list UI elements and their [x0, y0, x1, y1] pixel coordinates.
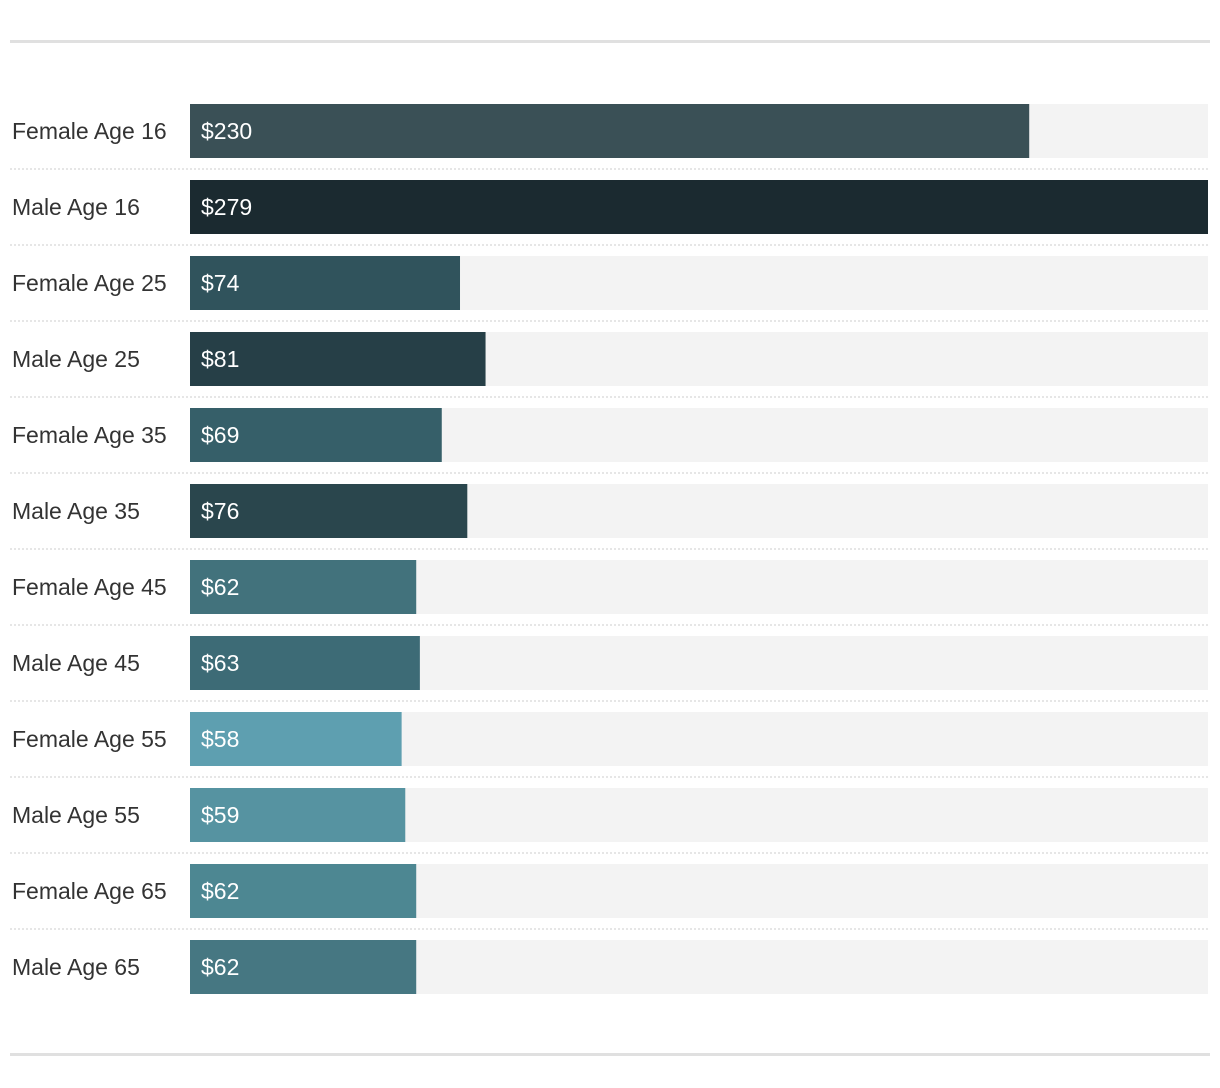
category-label: Male Age 45 [12, 650, 140, 676]
category-label: Female Age 25 [12, 270, 167, 296]
bar [190, 636, 420, 690]
category-label: Male Age 65 [12, 954, 140, 980]
bar [190, 408, 442, 462]
bar [190, 332, 486, 386]
category-label: Male Age 16 [12, 194, 140, 220]
category-label: Male Age 55 [12, 802, 140, 828]
bar [190, 788, 406, 842]
category-label: Female Age 16 [12, 118, 167, 144]
category-label: Male Age 25 [12, 346, 140, 372]
bar [190, 560, 417, 614]
bar [190, 104, 1030, 158]
top-rule [10, 40, 1210, 43]
value-label: $62 [201, 574, 239, 600]
value-label: $69 [201, 422, 239, 448]
category-label: Female Age 45 [12, 574, 167, 600]
bar [190, 712, 402, 766]
value-label: $62 [201, 878, 239, 904]
value-label: $74 [201, 270, 240, 296]
value-label: $230 [201, 118, 252, 144]
category-label: Female Age 35 [12, 422, 167, 448]
bar [190, 256, 461, 310]
category-label: Female Age 65 [12, 878, 167, 904]
value-label: $81 [201, 346, 239, 372]
value-label: $279 [201, 194, 252, 220]
bar [190, 940, 417, 994]
bar [190, 180, 1208, 234]
value-label: $58 [201, 726, 239, 752]
bar [190, 864, 417, 918]
bottom-rule [10, 1053, 1210, 1056]
value-label: $76 [201, 498, 239, 524]
value-label: $63 [201, 650, 239, 676]
category-label: Female Age 55 [12, 726, 167, 752]
category-label: Male Age 35 [12, 498, 140, 524]
value-label: $62 [201, 954, 239, 980]
value-label: $59 [201, 802, 239, 828]
bar [190, 484, 468, 538]
